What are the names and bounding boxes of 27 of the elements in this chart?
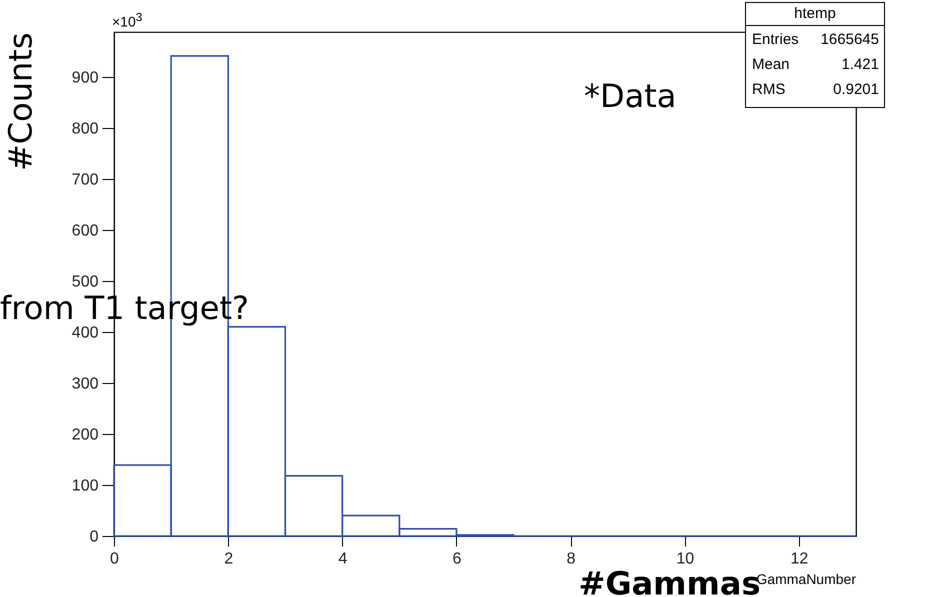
annotation: 0.9201 xyxy=(833,81,879,98)
annotation: Mean xyxy=(752,56,790,73)
annotation: 1665645 xyxy=(820,31,879,48)
y-tick-label: 500 xyxy=(72,273,99,290)
x-tick-label: 6 xyxy=(452,550,462,568)
y-tick-label: 300 xyxy=(72,375,99,392)
y-tick-label: 400 xyxy=(72,324,99,342)
x-tick-label: 10 xyxy=(676,550,694,568)
annotation: RMS xyxy=(752,81,786,98)
y-tick-label: 900 xyxy=(72,69,99,86)
y-tick-label: 100 xyxy=(72,477,99,494)
y-tick-label: 200 xyxy=(72,426,99,444)
x-tick-label: 8 xyxy=(566,550,576,568)
x-tick-label: 12 xyxy=(790,550,808,568)
y-tick-label: 0 xyxy=(90,528,99,546)
x-tick-label: 0 xyxy=(110,550,120,568)
y-tick-label: 600 xyxy=(72,222,99,240)
x-tick-label: 4 xyxy=(338,550,348,568)
y-tick-label: 700 xyxy=(72,171,99,188)
y-axis-title: #Counts xyxy=(2,32,40,172)
text: htemp xyxy=(794,5,836,22)
annotation: *Data xyxy=(584,77,676,115)
annotation: 1.421 xyxy=(841,56,879,73)
y-tick-label: 800 xyxy=(72,120,99,138)
annotation: Entries xyxy=(752,31,799,48)
text: ×10$^{3}$ xyxy=(112,11,142,30)
x-tick-label: 2 xyxy=(224,550,234,568)
